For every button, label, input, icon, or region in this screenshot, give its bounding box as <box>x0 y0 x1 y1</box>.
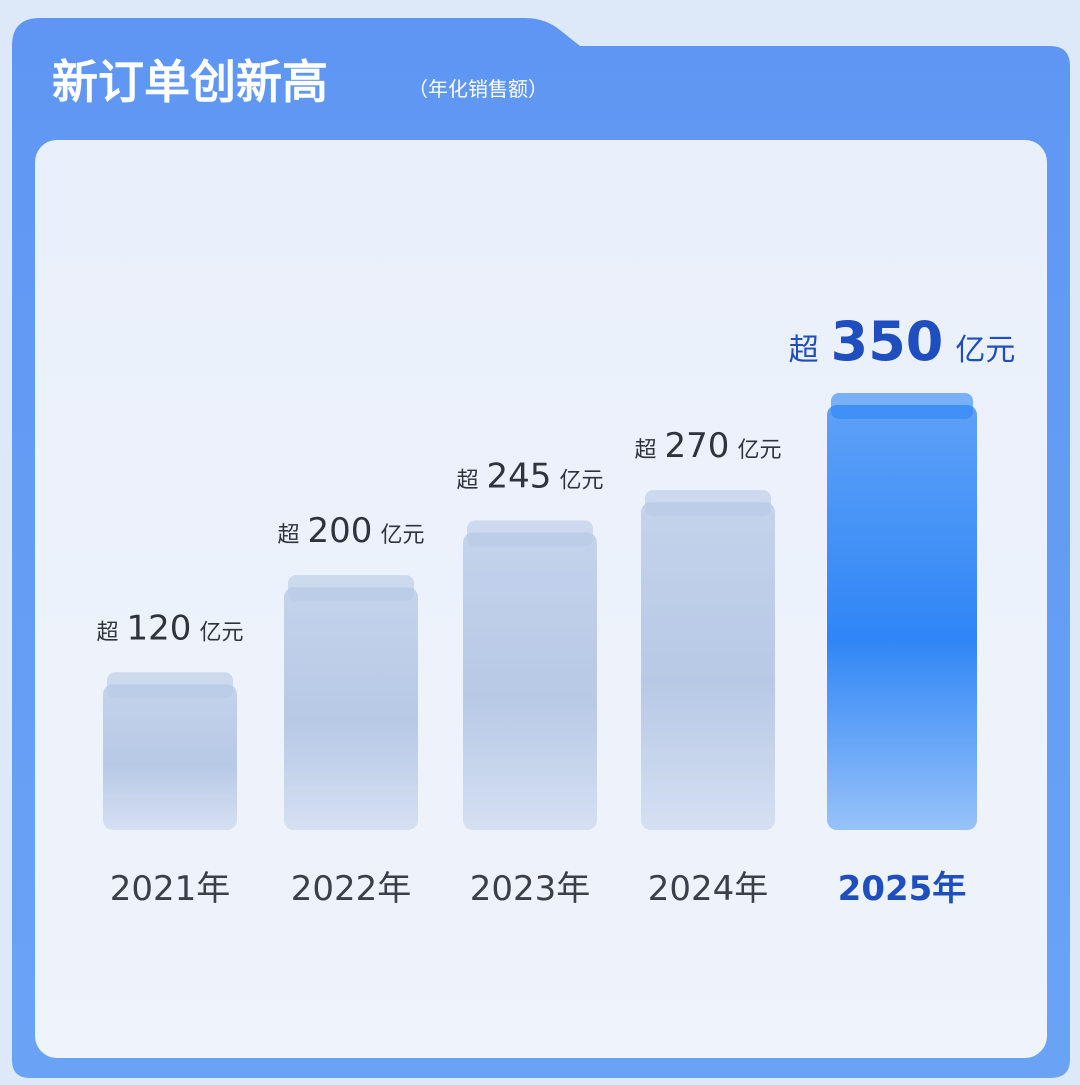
value-number: 200 <box>308 511 373 551</box>
x-tick-label: 2021年 <box>110 869 231 909</box>
bar <box>463 532 597 830</box>
label-suffix: 亿元 <box>380 523 424 548</box>
value-label: 超 270 亿元 <box>635 426 782 466</box>
label-prefix: 超 <box>635 438 657 463</box>
label-suffix: 亿元 <box>955 333 1015 368</box>
value-label: 超 200 亿元 <box>278 511 425 551</box>
bar <box>284 587 418 830</box>
bar-top <box>288 575 414 602</box>
value-number: 270 <box>665 426 730 466</box>
label-suffix: 亿元 <box>199 620 243 645</box>
value-number: 120 <box>127 608 192 648</box>
value-number: 245 <box>487 457 552 497</box>
chart-title: 新订单创新高 <box>52 55 328 109</box>
label-prefix: 超 <box>789 333 819 368</box>
x-tick-label: 2022年 <box>291 869 412 909</box>
bar-top <box>107 672 233 699</box>
bar <box>103 684 237 830</box>
label-prefix: 超 <box>278 523 300 548</box>
bar-top <box>645 490 771 517</box>
x-tick-label: 2024年 <box>648 869 769 909</box>
chart-subtitle: （年化销售额） <box>408 77 548 101</box>
label-suffix: 亿元 <box>559 469 603 494</box>
bar-top <box>467 520 593 547</box>
value-label: 超 245 亿元 <box>457 457 604 497</box>
x-tick-label: 2023年 <box>470 869 591 909</box>
label-prefix: 超 <box>97 620 119 645</box>
bar-top <box>831 393 973 419</box>
bar <box>827 405 977 830</box>
label-suffix: 亿元 <box>737 438 781 463</box>
x-tick-label: 2025年 <box>838 869 967 909</box>
value-label: 超 120 亿元 <box>97 608 244 648</box>
label-prefix: 超 <box>457 469 479 494</box>
value-label: 超 350 亿元 <box>789 310 1016 373</box>
bar <box>641 502 775 830</box>
value-number: 350 <box>831 310 944 373</box>
